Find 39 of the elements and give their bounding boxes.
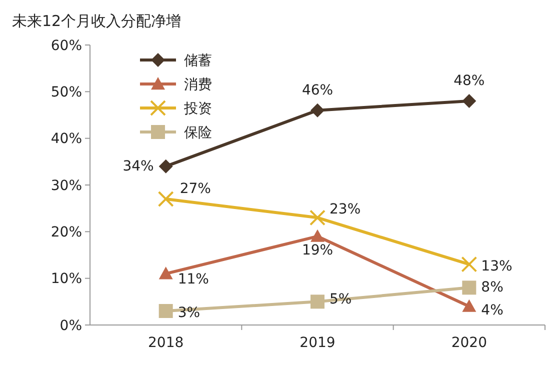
point — [158, 304, 173, 318]
data-label: 48% — [454, 73, 485, 89]
point — [310, 103, 324, 118]
y-tick-label: 40% — [50, 131, 82, 148]
point — [158, 191, 174, 207]
y-tick-label: 20% — [50, 224, 82, 241]
point — [310, 210, 326, 226]
data-label: 11% — [178, 272, 209, 288]
data-label: 27% — [180, 181, 211, 197]
data-label: 34% — [122, 158, 154, 174]
data-label: 46% — [302, 82, 334, 98]
data-label: 5% — [330, 292, 352, 308]
y-tick-label: 50% — [50, 84, 82, 101]
x-tick-label: 2019 — [300, 335, 336, 351]
point — [158, 159, 173, 174]
chart-title: 未来12个月收入分配净增 — [12, 12, 182, 30]
point — [462, 94, 476, 108]
data-label: 4% — [481, 302, 504, 318]
point — [462, 299, 476, 312]
legend-label: 储蓄 — [184, 52, 212, 69]
legend-label: 投资 — [183, 100, 212, 117]
data-label: 13% — [481, 258, 512, 274]
point — [310, 294, 324, 309]
point — [310, 229, 324, 242]
y-tick-label: 0% — [60, 318, 82, 334]
point — [462, 280, 476, 295]
y-tick-label: 60% — [50, 38, 82, 54]
y-tick-label: 10% — [50, 271, 82, 288]
legend-label: 保险 — [184, 124, 212, 141]
x-tick-label: 2020 — [451, 335, 487, 351]
x-tick-label: 2018 — [148, 335, 184, 351]
y-tick-label: 30% — [50, 178, 82, 194]
data-label: 8% — [481, 280, 504, 296]
point — [158, 266, 173, 280]
legend-label: 消费 — [184, 76, 212, 93]
point — [461, 256, 478, 272]
data-label: 3% — [178, 305, 200, 321]
data-label: 19% — [302, 242, 334, 258]
data-label: 23% — [330, 202, 361, 218]
